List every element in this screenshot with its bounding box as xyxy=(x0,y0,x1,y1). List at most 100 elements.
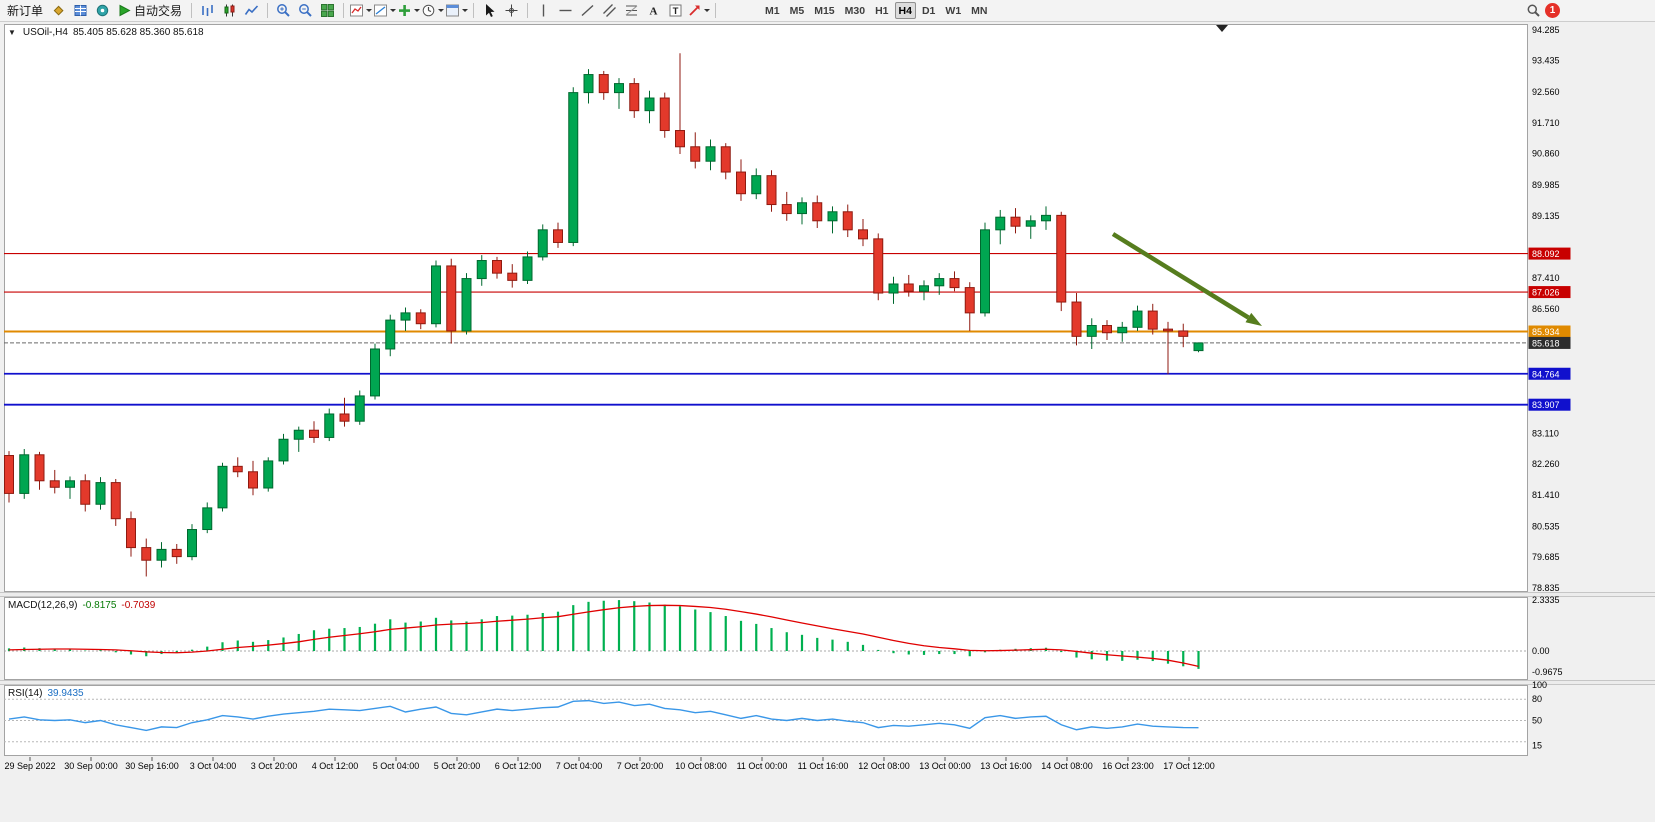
macd-indicator-label: MACD(12,26,9) -0.8175 -0.7039 xyxy=(8,600,155,611)
candle-chart-icon xyxy=(224,4,235,17)
panel-divider[interactable] xyxy=(0,592,1655,597)
timeframe-group: M1 M5 M15 M30 H1 H4 D1 W1 MN xyxy=(761,2,991,19)
chevron-down-icon xyxy=(366,9,373,12)
timeframe-button-D1[interactable]: D1 xyxy=(921,4,936,17)
main-chart-panel[interactable] xyxy=(4,24,1528,592)
assistant-icon xyxy=(96,4,109,17)
svg-text:T: T xyxy=(673,6,679,17)
bar-chart-button[interactable] xyxy=(197,1,218,20)
chart-symbol-label: USOil-,H4 xyxy=(22,27,68,38)
object-list-icon xyxy=(374,4,388,17)
chevron-down-icon xyxy=(390,9,397,12)
horizontal-line-button[interactable] xyxy=(555,1,576,20)
rsi-indicator-label: RSI(14) 39.9435 xyxy=(8,688,84,699)
zoom-in-icon xyxy=(277,4,290,17)
macd-signal-value: -0.7039 xyxy=(121,600,156,611)
chevron-down-icon xyxy=(414,9,421,12)
macd-value: -0.8175 xyxy=(82,600,117,611)
svg-text:A: A xyxy=(650,6,658,18)
symbols-icon xyxy=(53,5,64,16)
label-icon: T xyxy=(669,4,682,17)
fibonacci-button[interactable] xyxy=(621,1,642,20)
channel-icon xyxy=(603,4,616,17)
notification-badge[interactable]: 1 xyxy=(1545,3,1560,18)
template-icon xyxy=(446,4,460,17)
auto-trading-button[interactable]: 自动交易 xyxy=(114,1,186,20)
line-chart-icon xyxy=(244,5,259,15)
indicator-window-icon xyxy=(350,4,364,17)
notification-count: 1 xyxy=(1549,5,1556,16)
template-button[interactable] xyxy=(445,1,469,20)
periods-button[interactable] xyxy=(421,1,445,20)
timeframe-button-M15[interactable]: M15 xyxy=(814,4,835,17)
toolbar-separator xyxy=(191,3,193,18)
crosshair-button[interactable] xyxy=(501,1,522,20)
tile-windows-icon xyxy=(321,4,335,17)
new-order-button[interactable]: 新订单 xyxy=(3,1,47,20)
add-indicator-icon xyxy=(399,5,411,16)
crosshair-icon xyxy=(505,4,518,17)
cursor-button[interactable] xyxy=(479,1,500,20)
timeframe-button-M5[interactable]: M5 xyxy=(789,4,805,17)
auto-trading-label: 自动交易 xyxy=(134,4,183,18)
timeframe-button-H4[interactable]: H4 xyxy=(894,2,916,19)
chart-title: ▼ USOil-,H4 85.405 85.628 85.360 85.618 xyxy=(8,27,204,38)
auto-trading-play-icon xyxy=(119,4,131,17)
new-order-label: 新订单 xyxy=(7,4,44,18)
add-indicator-button[interactable] xyxy=(397,1,421,20)
line-chart-button[interactable] xyxy=(241,1,262,20)
price-axis[interactable] xyxy=(1528,24,1655,776)
periods-clock-icon xyxy=(422,4,435,17)
trendline-button[interactable] xyxy=(577,1,598,20)
panel-divider[interactable] xyxy=(0,680,1655,685)
indicator-window-button[interactable] xyxy=(349,1,373,20)
zoom-out-button[interactable] xyxy=(295,1,316,20)
text-icon: A xyxy=(650,6,658,18)
channel-button[interactable] xyxy=(599,1,620,20)
toolbar-separator xyxy=(527,3,529,18)
search-button[interactable] xyxy=(1523,1,1544,20)
object-list-button[interactable] xyxy=(373,1,397,20)
time-axis[interactable] xyxy=(4,756,1528,776)
trendline-icon xyxy=(581,4,594,17)
tile-windows-button[interactable] xyxy=(317,1,338,20)
rsi-panel[interactable] xyxy=(4,685,1528,756)
toolbar-separator xyxy=(715,3,717,18)
timeframe-button-W1[interactable]: W1 xyxy=(945,4,962,17)
symbol-collapse-icon[interactable]: ▼ xyxy=(8,28,16,37)
symbols-button[interactable] xyxy=(48,1,69,20)
toolbar: 新订单 自动交易 xyxy=(0,0,1655,22)
vertical-line-button[interactable] xyxy=(533,1,554,20)
chevron-down-icon xyxy=(438,9,445,12)
chevron-down-icon xyxy=(704,9,711,12)
arrow-objects-icon xyxy=(689,5,700,16)
chevron-down-icon xyxy=(462,9,469,12)
vertical-line-icon xyxy=(542,4,545,17)
toolbar-separator xyxy=(343,3,345,18)
timeframe-button-M1[interactable]: M1 xyxy=(765,4,780,17)
zoom-in-button[interactable] xyxy=(273,1,294,20)
chart-ohlc-label: 85.405 85.628 85.360 85.618 xyxy=(72,27,204,38)
toolbar-separator xyxy=(473,3,475,18)
zoom-out-icon xyxy=(299,4,312,17)
rsi-value: 39.9435 xyxy=(47,688,84,699)
assistant-button[interactable] xyxy=(92,1,113,20)
rsi-name: RSI(14) xyxy=(8,688,43,699)
fibonacci-icon xyxy=(625,5,638,16)
toolbar-separator xyxy=(267,3,269,18)
timeframe-button-H1[interactable]: H1 xyxy=(875,4,889,17)
arrow-objects-button[interactable] xyxy=(687,1,711,20)
market-watch-icon xyxy=(74,5,87,16)
timeframe-button-M30[interactable]: M30 xyxy=(844,4,866,17)
horizontal-line-icon xyxy=(559,9,572,12)
search-icon xyxy=(1527,4,1540,17)
candle-chart-button[interactable] xyxy=(219,1,240,20)
macd-name: MACD(12,26,9) xyxy=(8,600,78,611)
timeframe-button-MN[interactable]: MN xyxy=(971,4,988,17)
market-watch-button[interactable] xyxy=(70,1,91,20)
label-tool-button[interactable]: T xyxy=(665,1,686,20)
text-tool-button[interactable]: A xyxy=(643,1,664,20)
bar-chart-icon xyxy=(202,5,213,16)
macd-panel[interactable] xyxy=(4,597,1528,680)
